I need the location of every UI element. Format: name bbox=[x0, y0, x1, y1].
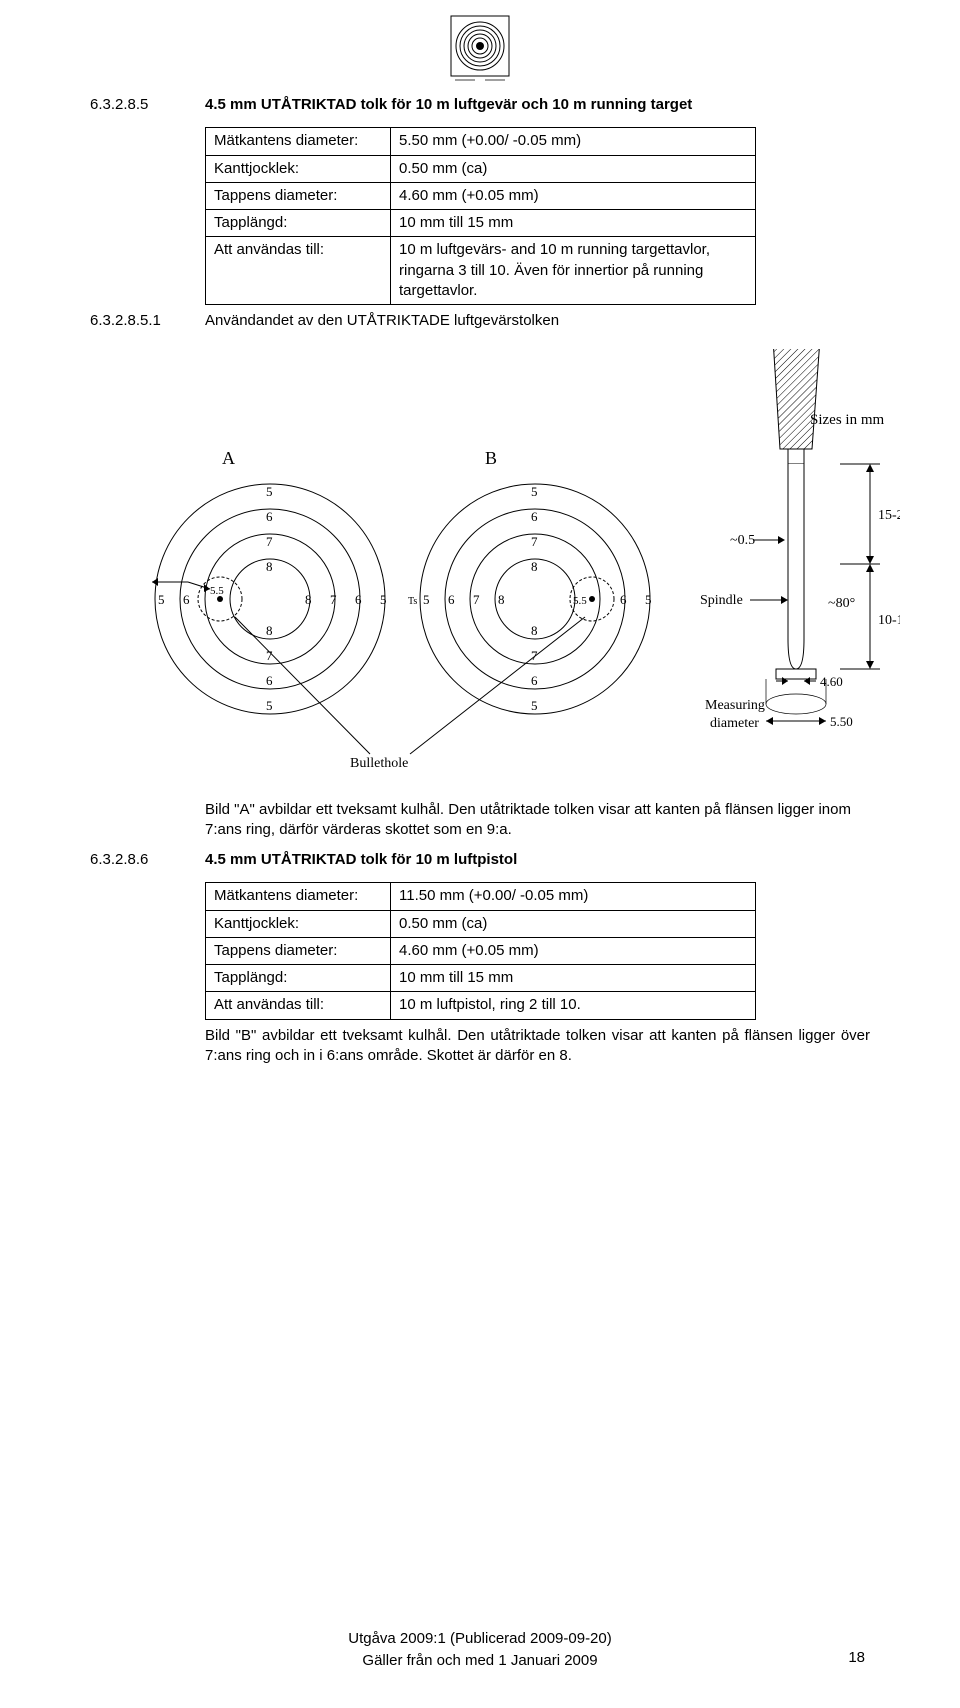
table-row: Tappens diameter:4.60 mm (+0.05 mm) bbox=[206, 937, 756, 964]
table-row: Kanttjocklek:0.50 mm (ca) bbox=[206, 910, 756, 937]
svg-text:5: 5 bbox=[266, 698, 273, 713]
subsection-1-num: 6.3.2.8.5.1 bbox=[90, 311, 205, 331]
ts-label: Ts bbox=[408, 596, 417, 607]
svg-text:5: 5 bbox=[645, 592, 652, 607]
table-row: Kanttjocklek:0.50 mm (ca) bbox=[206, 155, 756, 182]
spec-value: 10 mm till 15 mm bbox=[391, 210, 756, 237]
svg-text:6: 6 bbox=[266, 509, 273, 524]
spec-value: 10 mm till 15 mm bbox=[391, 965, 756, 992]
svg-text:A: A bbox=[222, 448, 235, 468]
section-2: 6.3.2.8.6 4.5 mm UTÅTRIKTAD tolk för 10 … bbox=[90, 850, 870, 878]
spec-label: Att användas till: bbox=[206, 237, 391, 305]
gauge-diagram: Sizes in mm A 5 6 7 8 8 7 6 bbox=[140, 349, 870, 785]
bullethole-label: Bullethole bbox=[235, 617, 585, 771]
spec-label: Tappens diameter: bbox=[206, 182, 391, 209]
table-row: Tapplängd:10 mm till 15 mm bbox=[206, 965, 756, 992]
spec-value: 11.50 mm (+0.00/ -0.05 mm) bbox=[391, 883, 756, 910]
svg-text:6: 6 bbox=[266, 673, 273, 688]
page: 6.3.2.8.5 4.5 mm UTÅTRIKTAD tolk för 10 … bbox=[0, 0, 960, 1708]
svg-text:7: 7 bbox=[473, 592, 480, 607]
svg-text:6: 6 bbox=[355, 592, 362, 607]
svg-text:7: 7 bbox=[330, 592, 337, 607]
spec-label: Mätkantens diameter: bbox=[206, 883, 391, 910]
section-2-title: 4.5 mm UTÅTRIKTAD tolk för 10 m luftpist… bbox=[205, 850, 870, 870]
svg-text:7: 7 bbox=[266, 648, 273, 663]
subsection-1-title: Användandet av den UTÅTRIKTADE luftgevär… bbox=[205, 311, 870, 331]
footer: Utgåva 2009:1 (Publicerad 2009-09-20) Gä… bbox=[0, 1627, 960, 1674]
svg-text:8: 8 bbox=[266, 559, 273, 574]
svg-text:6: 6 bbox=[183, 592, 190, 607]
section-1-num: 6.3.2.8.5 bbox=[90, 95, 205, 123]
footer-line-2: Gäller från och med 1 Januari 2009 bbox=[0, 1651, 960, 1671]
spec-value: 0.50 mm (ca) bbox=[391, 155, 756, 182]
target-b: B 5 6 7 8 8 7 6 5 5 6 bbox=[420, 448, 652, 714]
spec-value: 5.50 mm (+0.00/ -0.05 mm) bbox=[391, 128, 756, 155]
spec-label: Tapplängd: bbox=[206, 210, 391, 237]
svg-text:8: 8 bbox=[305, 592, 312, 607]
spec-value: 4.60 mm (+0.05 mm) bbox=[391, 182, 756, 209]
svg-text:5.5: 5.5 bbox=[210, 585, 224, 597]
section-2-num: 6.3.2.8.6 bbox=[90, 850, 205, 878]
svg-text:Bullethole: Bullethole bbox=[350, 756, 408, 771]
spec-value: 0.50 mm (ca) bbox=[391, 910, 756, 937]
spec-value: 10 m luftgevärs- and 10 m running target… bbox=[391, 237, 756, 305]
caption-a: Bild "A" avbildar ett tveksamt kulhål. D… bbox=[205, 800, 870, 841]
table-row: Mätkantens diameter:11.50 mm (+0.00/ -0.… bbox=[206, 883, 756, 910]
svg-text:5: 5 bbox=[531, 484, 538, 499]
svg-text:5: 5 bbox=[531, 698, 538, 713]
svg-text:7: 7 bbox=[531, 648, 538, 663]
spec-value: 10 m luftpistol, ring 2 till 10. bbox=[391, 992, 756, 1019]
svg-text:10-15: 10-15 bbox=[878, 613, 900, 628]
table-row: Tapplängd:10 mm till 15 mm bbox=[206, 210, 756, 237]
spec-label: Mätkantens diameter: bbox=[206, 128, 391, 155]
svg-text:~80°: ~80° bbox=[828, 596, 855, 611]
table-row: Att användas till:10 m luftgevärs- and 1… bbox=[206, 237, 756, 305]
svg-text:8: 8 bbox=[266, 623, 273, 638]
spec-label: Tapplängd: bbox=[206, 965, 391, 992]
svg-text:8: 8 bbox=[498, 592, 505, 607]
spec-label: Kanttjocklek: bbox=[206, 155, 391, 182]
svg-text:B: B bbox=[485, 448, 497, 468]
svg-text:4.60: 4.60 bbox=[820, 674, 843, 689]
svg-text:7: 7 bbox=[266, 534, 273, 549]
header-logo bbox=[450, 15, 510, 85]
spec-value: 4.60 mm (+0.05 mm) bbox=[391, 937, 756, 964]
svg-text:7: 7 bbox=[531, 534, 538, 549]
svg-text:5.50: 5.50 bbox=[830, 714, 853, 729]
section-1: 6.3.2.8.5 4.5 mm UTÅTRIKTAD tolk för 10 … bbox=[90, 95, 870, 123]
svg-text:6: 6 bbox=[620, 592, 627, 607]
sizes-label: Sizes in mm bbox=[810, 412, 884, 428]
spec-label: Tappens diameter: bbox=[206, 937, 391, 964]
svg-text:6: 6 bbox=[531, 673, 538, 688]
section-1-title: 4.5 mm UTÅTRIKTAD tolk för 10 m luftgevä… bbox=[205, 95, 870, 115]
svg-text:5: 5 bbox=[380, 592, 387, 607]
table-row: Att användas till:10 m luftpistol, ring … bbox=[206, 992, 756, 1019]
svg-text:5: 5 bbox=[266, 484, 273, 499]
svg-text:5: 5 bbox=[158, 592, 165, 607]
spindle-diagram: 15-20 10-15 ~0.5 Spindle ~80° bbox=[700, 349, 900, 731]
footer-line-1: Utgåva 2009:1 (Publicerad 2009-09-20) bbox=[0, 1629, 960, 1649]
svg-text:~0.5: ~0.5 bbox=[730, 533, 755, 548]
page-number: 18 bbox=[848, 1648, 865, 1668]
subsection-1: 6.3.2.8.5.1 Användandet av den UTÅTRIKTA… bbox=[90, 311, 870, 331]
table-row: Tappens diameter:4.60 mm (+0.05 mm) bbox=[206, 182, 756, 209]
spec-table-2: Mätkantens diameter:11.50 mm (+0.00/ -0.… bbox=[205, 882, 756, 1019]
svg-text:8: 8 bbox=[531, 559, 538, 574]
svg-text:15-20: 15-20 bbox=[878, 508, 900, 523]
spec-label: Att användas till: bbox=[206, 992, 391, 1019]
target-a: A 5 6 7 8 8 7 6 5 5 6 bbox=[152, 448, 387, 714]
svg-text:6: 6 bbox=[448, 592, 455, 607]
svg-text:8: 8 bbox=[531, 623, 538, 638]
svg-text:Measuring: Measuring bbox=[705, 698, 765, 713]
svg-text:diameter: diameter bbox=[710, 716, 759, 731]
svg-text:5: 5 bbox=[423, 592, 430, 607]
caption-b: Bild "B" avbildar ett tveksamt kulhål. D… bbox=[205, 1026, 870, 1067]
svg-text:6: 6 bbox=[531, 509, 538, 524]
svg-text:5.5: 5.5 bbox=[573, 595, 587, 607]
svg-text:Spindle: Spindle bbox=[700, 593, 743, 608]
spec-table-1: Mätkantens diameter:5.50 mm (+0.00/ -0.0… bbox=[205, 127, 756, 305]
spec-label: Kanttjocklek: bbox=[206, 910, 391, 937]
table-row: Mätkantens diameter:5.50 mm (+0.00/ -0.0… bbox=[206, 128, 756, 155]
